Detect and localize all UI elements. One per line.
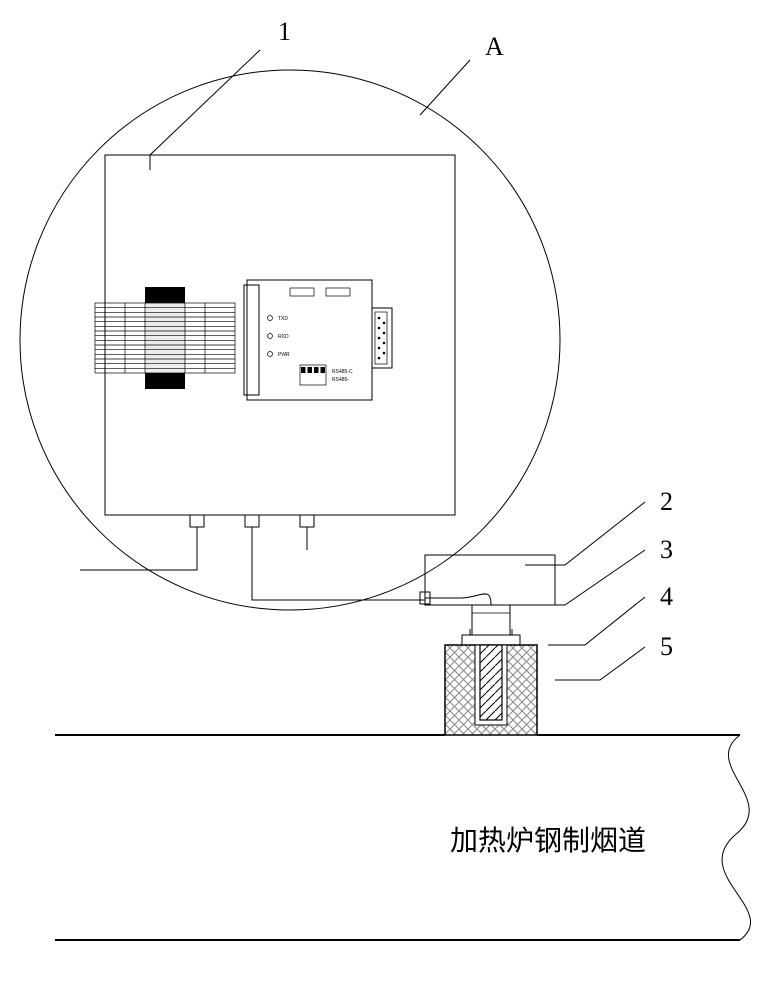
db-pin [378,357,381,360]
model-label: RS485-C [332,369,353,375]
callout-A: A [485,32,504,61]
terminal-bar-bottom [145,373,185,389]
enclosure-gland [300,515,314,527]
module-left-tab [244,285,259,395]
internal-elbow [425,594,491,605]
enclosure-gland [245,515,259,527]
sensor-stem [472,605,510,635]
status-led [268,352,273,357]
cable-to-transmitter [252,527,425,600]
dip [308,367,313,373]
module-body [247,280,372,400]
db-pin [378,327,381,330]
model-label: RS485- [332,377,349,383]
leader-line-4 [548,597,645,645]
callout-1: 1 [278,17,291,46]
db-pin [378,317,381,320]
dip [301,367,306,373]
db-pin [378,337,381,340]
terminal-bar-top [145,287,185,303]
module-db-inner [375,312,387,364]
callout-3: 3 [660,535,673,564]
callout-2: 2 [660,487,673,516]
diagram-canvas: 加热炉钢制烟道 TXD RXD PWR RS485-C RS485- 1 A 2 3 4 5 [0,0,774,1000]
enclosure-gland [190,515,204,527]
db-pin [383,322,386,325]
callout-5: 5 [660,632,673,661]
db-pin [383,332,386,335]
flue-label: 加热炉钢制烟道 [450,825,646,857]
dip [321,367,326,373]
leader-line-1 [150,50,260,170]
led-label: RXD [278,334,289,340]
module-header [290,288,314,296]
terminal-center [145,303,185,373]
db-pin [378,347,381,350]
probe [480,645,502,720]
led-label: PWR [278,352,290,358]
module-header [326,288,350,296]
leader-line-A [420,60,470,115]
leader-line-5 [555,647,645,680]
db-pin [383,352,386,355]
db-pin [383,342,386,345]
callout-4: 4 [660,582,673,611]
leader-line-2 [525,502,645,565]
status-led [268,316,273,321]
leader-line-3 [505,550,645,605]
flange [462,635,520,645]
status-led [268,334,273,339]
dip [314,367,319,373]
flue-break-bottom [722,835,750,940]
led-label: TXD [278,316,288,322]
flue-break-top [728,735,749,835]
